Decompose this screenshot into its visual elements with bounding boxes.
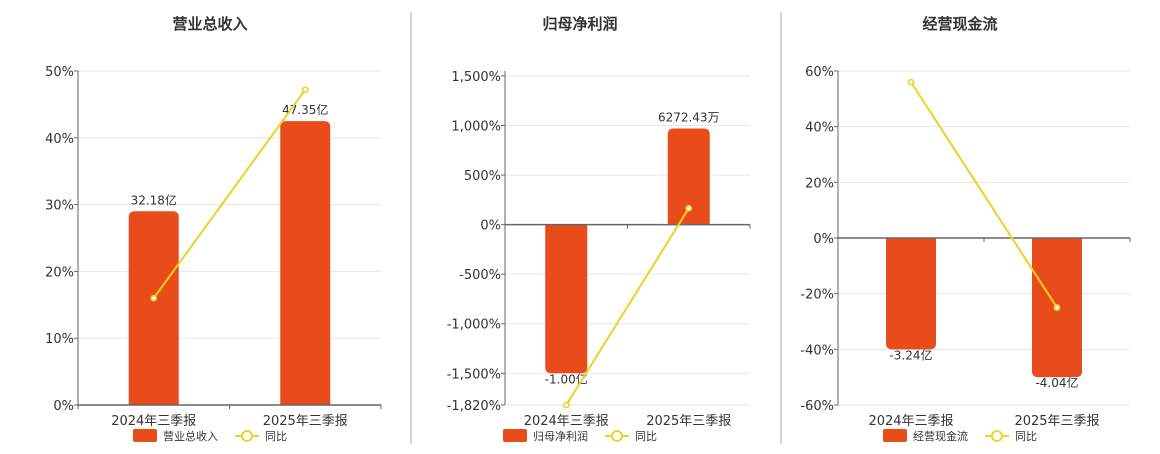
y-tick-label: 40%: [805, 121, 834, 136]
y-tick-label: 0%: [480, 219, 501, 234]
y-tick-label: 0%: [53, 399, 74, 414]
y-tick-label: -1,000%: [447, 318, 501, 333]
legend-bar-label: 营业总收入: [163, 429, 218, 443]
legend-bar-label: 归母净利润: [533, 429, 588, 443]
yoy-point-2: [301, 86, 309, 94]
yoy-point-2: [1053, 304, 1061, 311]
legend-line-label: 同比: [1015, 430, 1037, 443]
x-tick-label: 2025年三季报: [646, 414, 731, 429]
yoy-line: [565, 207, 690, 406]
legend-bar-swatch: [133, 429, 157, 442]
y-tick-label: 0%: [813, 232, 834, 247]
x-tick-label: 2024年三季报: [111, 414, 196, 429]
y-tick-label: -500%: [459, 268, 501, 283]
chart-panel-2: 归母净利润 -1,820% -1,500% -1,000% -500% 0% 500% 1,0…: [447, 15, 751, 443]
yoy-line: [910, 81, 1058, 309]
yoy-point-1: [150, 294, 158, 302]
legend-line-label: 同比: [635, 430, 657, 443]
legend-bar-swatch: [503, 429, 527, 442]
y-tick-label: -60%: [800, 399, 834, 414]
y-tick-label: 60%: [805, 65, 834, 80]
y-tick-label: 20%: [45, 265, 74, 280]
x-tick-label: 2024年三季报: [868, 414, 953, 429]
bar-1: [128, 211, 179, 405]
legend-line-label: 同比: [265, 430, 287, 443]
bar-2: [280, 121, 331, 405]
bar-1: [545, 224, 588, 374]
y-tick-label: 10%: [45, 332, 74, 347]
yoy-point-1: [907, 78, 915, 86]
bar-data-label: -3.24亿: [889, 347, 932, 362]
chart-title: 经营现金流: [922, 15, 997, 33]
bar-1: [886, 238, 936, 350]
bar-data-label: 32.18亿: [131, 192, 177, 207]
bar-data-label: -4.04亿: [1035, 375, 1078, 390]
chart-panel-3: 经营现金流 -60% -40% -20% 0% 20% 40% 60% -3.24亿 -4.04亿…: [800, 15, 1131, 443]
x-tick-label: 2025年三季报: [1014, 414, 1099, 429]
y-tick-label: 30%: [45, 199, 74, 214]
y-tick-label: -1,820%: [447, 399, 501, 414]
bar-2: [667, 128, 710, 225]
chart-title: 归母净利润: [542, 15, 617, 33]
y-tick-label: 500%: [464, 169, 501, 184]
legend: 营业总收入 同比: [133, 429, 287, 443]
legend: 归母净利润 同比: [503, 429, 657, 443]
x-tick-label: 2025年三季报: [263, 414, 348, 429]
x-tick-label: 2024年三季报: [524, 414, 609, 429]
chart-panel-1: 营业总收入 0% 10% 20% 30% 40% 50% 32.18亿 47.35亿 2024年三…: [45, 15, 382, 443]
chart-title: 营业总收入: [172, 15, 247, 33]
legend: 经营现金流 同比: [883, 429, 1037, 443]
yoy-point-2: [685, 204, 693, 212]
legend-bar-swatch: [883, 429, 907, 442]
y-tick-label: -40%: [800, 343, 834, 358]
yoy-line: [152, 89, 307, 299]
bar-data-label: 47.35亿: [282, 102, 328, 117]
y-tick-label: 50%: [45, 65, 74, 80]
bar-data-label: 6272.43万: [658, 110, 720, 124]
legend-line-marker: [611, 430, 623, 442]
y-tick-label: 20%: [805, 176, 834, 191]
y-tick-label: 1,500%: [451, 70, 501, 85]
y-tick-label: 40%: [45, 132, 74, 147]
legend-line-marker: [991, 430, 1003, 442]
yoy-point-1: [562, 401, 570, 409]
y-tick-label: -20%: [800, 288, 834, 303]
bar-data-label: -1.00亿: [545, 371, 588, 386]
y-tick-label: 1,000%: [451, 120, 501, 135]
y-tick-label: -1,500%: [447, 367, 501, 382]
legend-line-marker: [241, 430, 253, 442]
legend-bar-label: 经营现金流: [913, 429, 968, 443]
